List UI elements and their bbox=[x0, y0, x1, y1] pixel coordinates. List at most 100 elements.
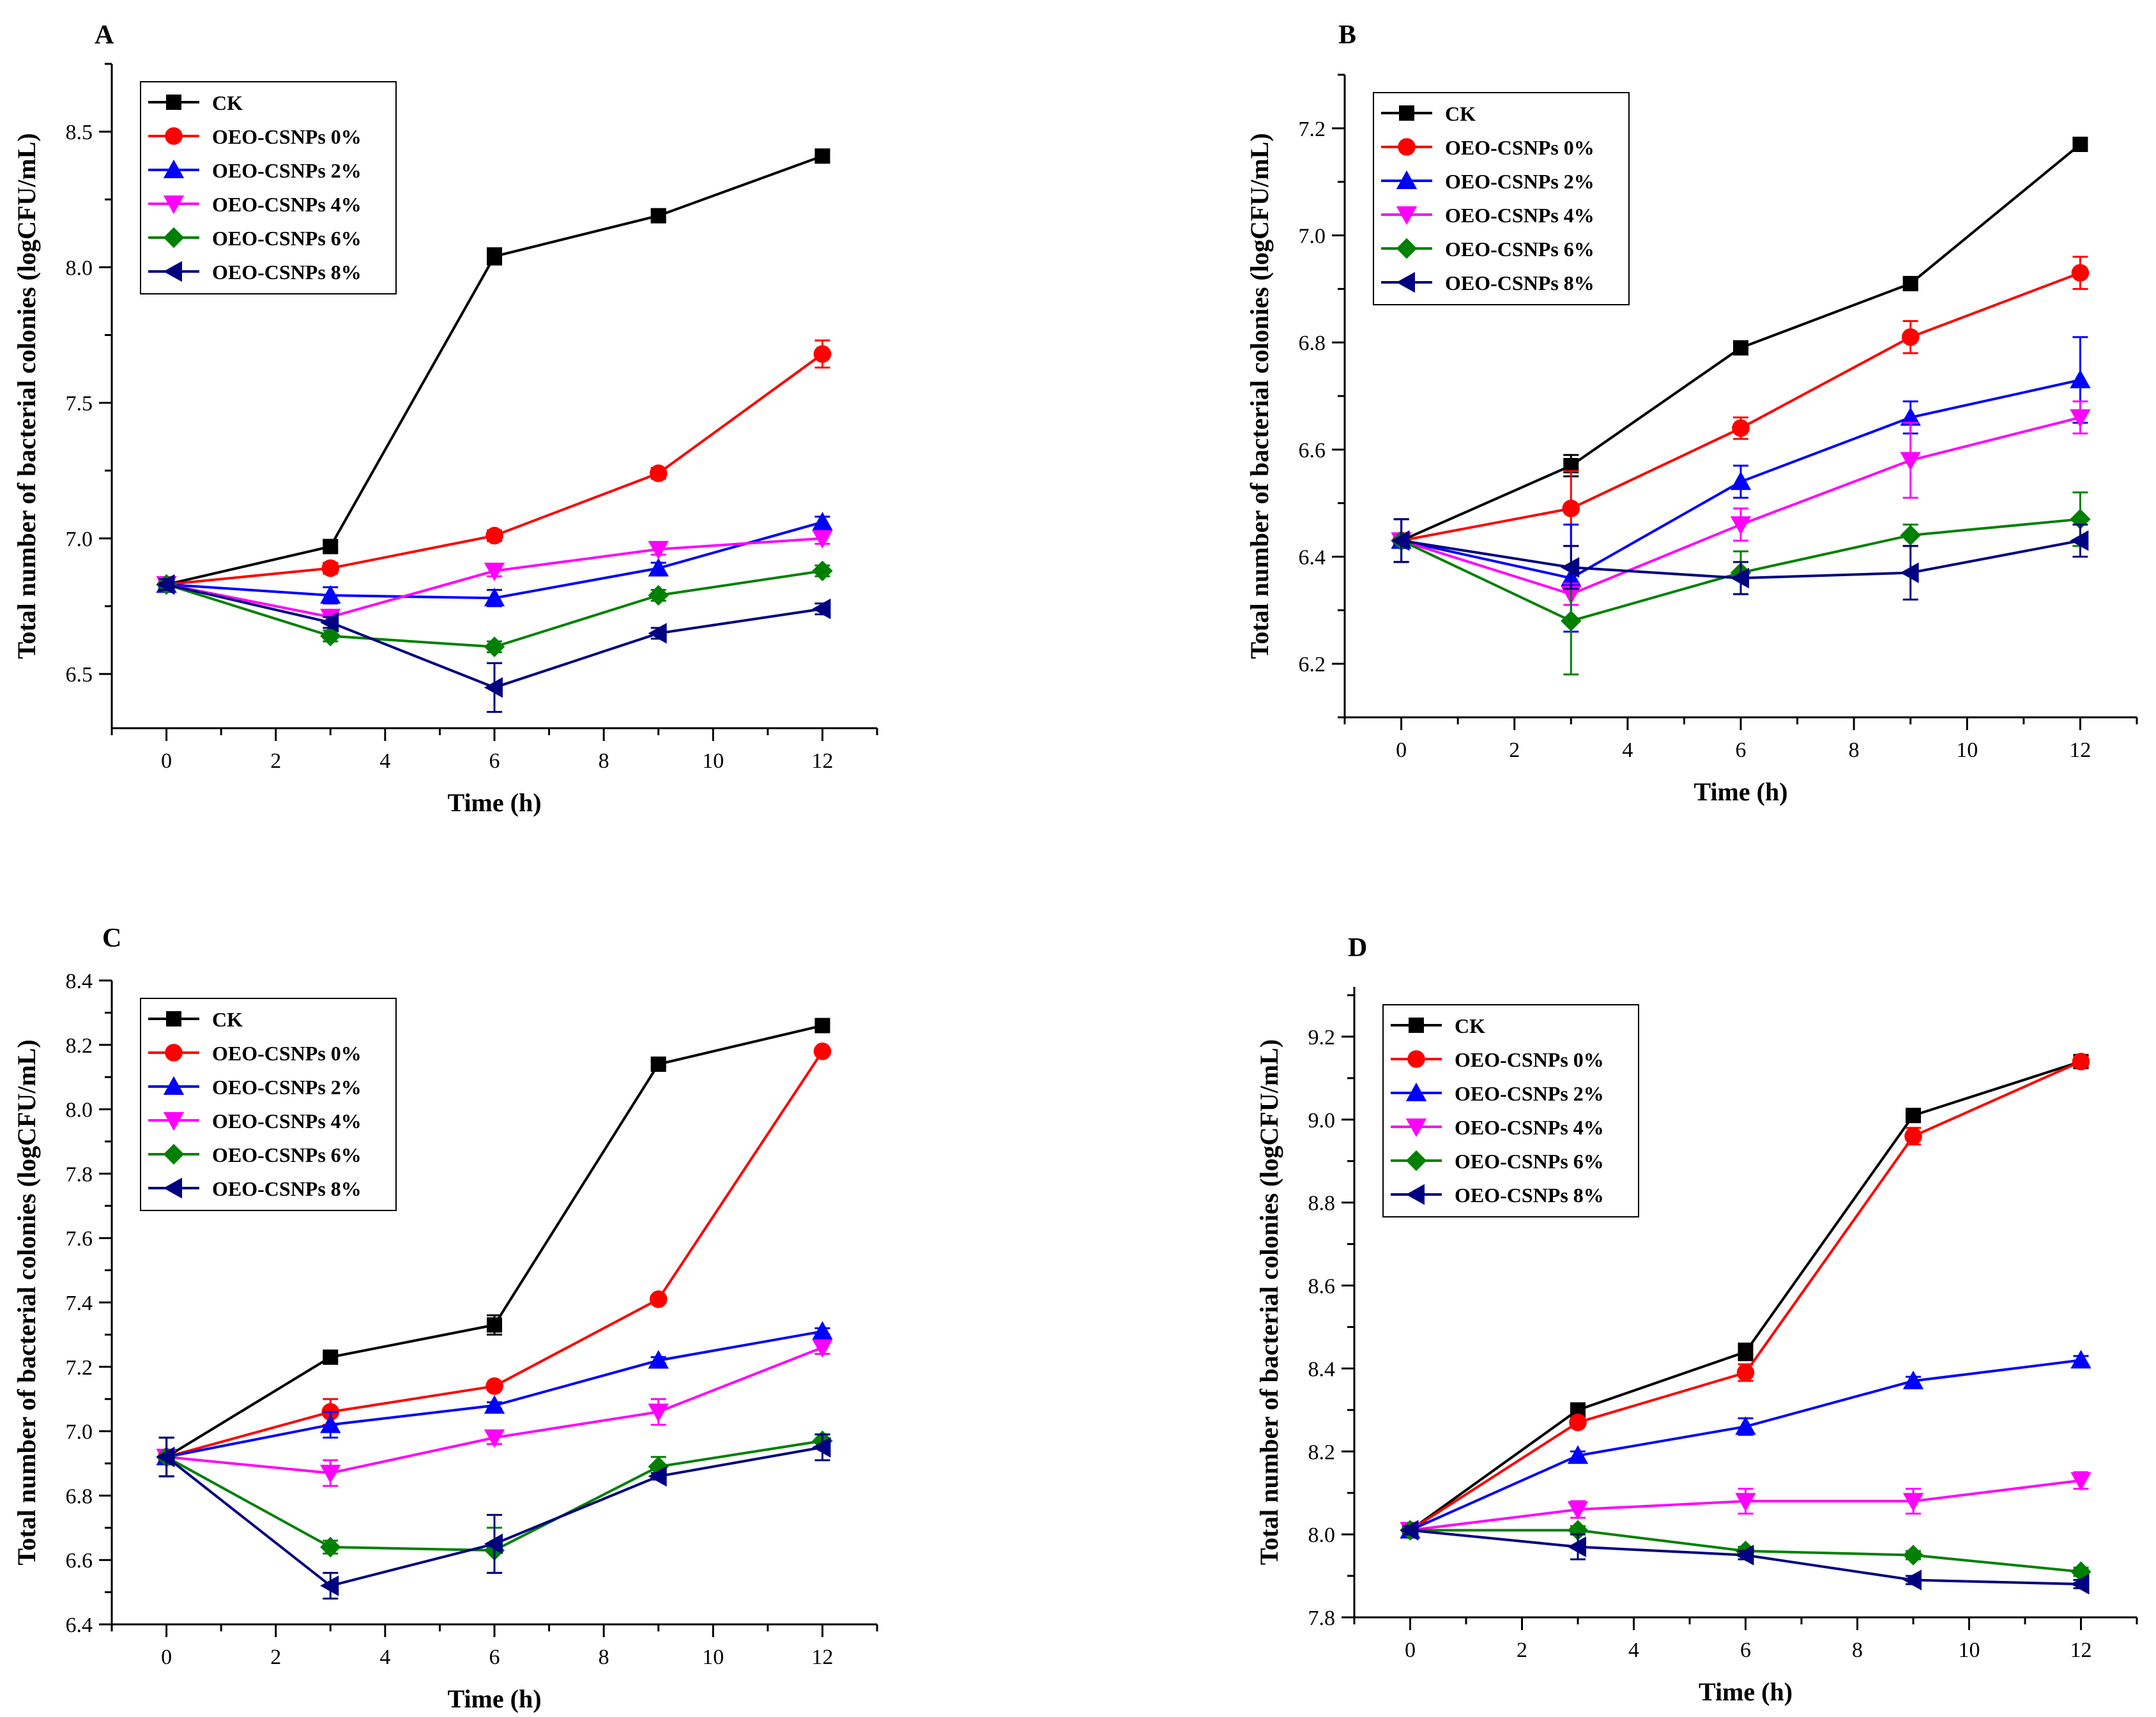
x-tick-label: 6 bbox=[489, 1645, 500, 1669]
data-point bbox=[1900, 562, 1919, 583]
x-tick-label: 10 bbox=[1959, 1638, 1980, 1662]
y-tick-label: 7.0 bbox=[66, 1421, 93, 1444]
y-axis-label: Total number of bacterial colonies (logC… bbox=[12, 1039, 41, 1565]
y-tick-label: 7.0 bbox=[66, 528, 93, 551]
data-point bbox=[648, 584, 669, 606]
data-point bbox=[1567, 1520, 1589, 1541]
data-point bbox=[320, 1575, 339, 1596]
legend-item: OEO-CSNPs 4% bbox=[1391, 1116, 1604, 1139]
data-point bbox=[2072, 1053, 2090, 1071]
legend-marker bbox=[1396, 170, 1418, 189]
y-tick-label: 8.0 bbox=[66, 256, 93, 280]
x-tick-label: 8 bbox=[1849, 738, 1860, 762]
data-point bbox=[1904, 1127, 1922, 1145]
legend-item: OEO-CSNPs 0% bbox=[1381, 136, 1594, 159]
data-point bbox=[2070, 409, 2091, 428]
legend-label: CK bbox=[1445, 102, 1476, 125]
data-point bbox=[484, 677, 503, 698]
data-point bbox=[1906, 1108, 1921, 1124]
legend-label: OEO-CSNPs 2% bbox=[212, 159, 362, 182]
x-tick-label: 0 bbox=[161, 1645, 172, 1669]
y-tick-label: 7.2 bbox=[66, 1356, 93, 1380]
data-point bbox=[1902, 1569, 1922, 1591]
y-tick-label: 8.6 bbox=[1308, 1275, 1336, 1299]
x-tick-label: 4 bbox=[1628, 1638, 1639, 1662]
series-oeo-csnps-8pct bbox=[156, 1433, 831, 1600]
legend: CK OEO-CSNPs 0% OEO-CSNPs 2% OEO-CSNPs 4% OE… bbox=[1373, 92, 1630, 305]
legend-marker bbox=[166, 1011, 181, 1026]
data-point bbox=[320, 1536, 341, 1558]
data-point bbox=[648, 558, 669, 577]
legend-box bbox=[1373, 92, 1630, 305]
data-point bbox=[650, 208, 666, 224]
legend-marker bbox=[1396, 238, 1418, 259]
legend-marker bbox=[163, 1143, 185, 1165]
y-tick-label: 6.6 bbox=[66, 1549, 93, 1573]
legend-label: OEO-CSNPs 2% bbox=[1455, 1082, 1604, 1105]
legend-marker bbox=[165, 1044, 183, 1062]
legend-marker bbox=[1405, 1184, 1425, 1205]
legend-marker bbox=[163, 1112, 185, 1131]
legend-marker bbox=[1407, 1050, 1425, 1068]
x-tick-label: 8 bbox=[599, 749, 609, 773]
data-point bbox=[814, 148, 830, 164]
data-point bbox=[812, 530, 833, 549]
data-point bbox=[156, 1446, 175, 1468]
data-point bbox=[484, 1395, 505, 1414]
data-point bbox=[1735, 1545, 1754, 1566]
x-tick-label: 2 bbox=[1509, 738, 1520, 762]
legend-marker bbox=[1396, 271, 1415, 293]
legend-label: OEO-CSNPs 6% bbox=[212, 227, 362, 250]
x-tick-label: 10 bbox=[702, 749, 724, 773]
legend: CK OEO-CSNPs 0% OEO-CSNPs 2% OEO-CSNPs 4% OE… bbox=[140, 998, 397, 1211]
legend-label: OEO-CSNPs 8% bbox=[212, 1177, 362, 1200]
data-point bbox=[2071, 264, 2090, 282]
y-tick-label: 9.0 bbox=[1308, 1109, 1336, 1133]
x-tick-label: 8 bbox=[1852, 1638, 1863, 1662]
data-point bbox=[1902, 275, 1918, 291]
legend-item: OEO-CSNPs 2% bbox=[1391, 1082, 1604, 1105]
y-tick-label: 8.2 bbox=[1308, 1440, 1336, 1464]
data-point bbox=[1901, 328, 1920, 346]
data-point bbox=[1735, 1416, 1756, 1435]
legend-label: OEO-CSNPs 4% bbox=[212, 193, 362, 216]
x-tick-label: 4 bbox=[1622, 738, 1633, 762]
data-point bbox=[649, 1290, 668, 1308]
legend-marker bbox=[163, 159, 185, 178]
x-tick-label: 6 bbox=[1736, 738, 1747, 762]
data-point bbox=[484, 1533, 503, 1555]
panel-label: C bbox=[102, 924, 121, 953]
legend-label: OEO-CSNPs 2% bbox=[212, 1076, 362, 1099]
legend-item: OEO-CSNPs 0% bbox=[148, 1042, 362, 1065]
data-point bbox=[648, 623, 667, 644]
legend-box bbox=[140, 998, 397, 1211]
data-point bbox=[812, 1339, 833, 1358]
x-tick-label: 0 bbox=[161, 749, 172, 773]
y-axis-label: Total number of bacterial colonies (logC… bbox=[12, 133, 41, 659]
data-point bbox=[812, 1437, 831, 1458]
x-tick-label: 12 bbox=[811, 1645, 833, 1669]
data-point bbox=[1735, 1493, 1756, 1512]
data-point bbox=[1733, 340, 1748, 356]
data-point bbox=[814, 1018, 830, 1034]
legend-marker bbox=[1398, 138, 1416, 156]
x-tick-label: 12 bbox=[811, 749, 833, 773]
legend-marker bbox=[163, 1076, 185, 1095]
data-point bbox=[2070, 530, 2089, 551]
legend-item: OEO-CSNPs 0% bbox=[148, 125, 362, 148]
x-tick-label: 12 bbox=[2069, 738, 2091, 762]
data-point bbox=[812, 512, 833, 531]
data-point bbox=[813, 1042, 832, 1060]
legend-label: OEO-CSNPs 4% bbox=[1455, 1116, 1604, 1139]
y-tick-label: 8.4 bbox=[66, 970, 93, 993]
legend-item: OEO-CSNPs 8% bbox=[148, 261, 362, 284]
data-point bbox=[1902, 1493, 1924, 1512]
data-point bbox=[1736, 1364, 1755, 1382]
chart-panel-c: C 0 2 4 6 8 10 12 6.4 6.6 6.8 7.0 7.2 7.4 7.6 7.8 8.0 8.2… bbox=[12, 924, 878, 1713]
data-point bbox=[321, 559, 340, 577]
data-point bbox=[1730, 471, 1752, 491]
legend-marker bbox=[1405, 1118, 1427, 1138]
x-tick-label: 2 bbox=[270, 1645, 281, 1669]
x-tick-label: 10 bbox=[1956, 738, 1978, 762]
